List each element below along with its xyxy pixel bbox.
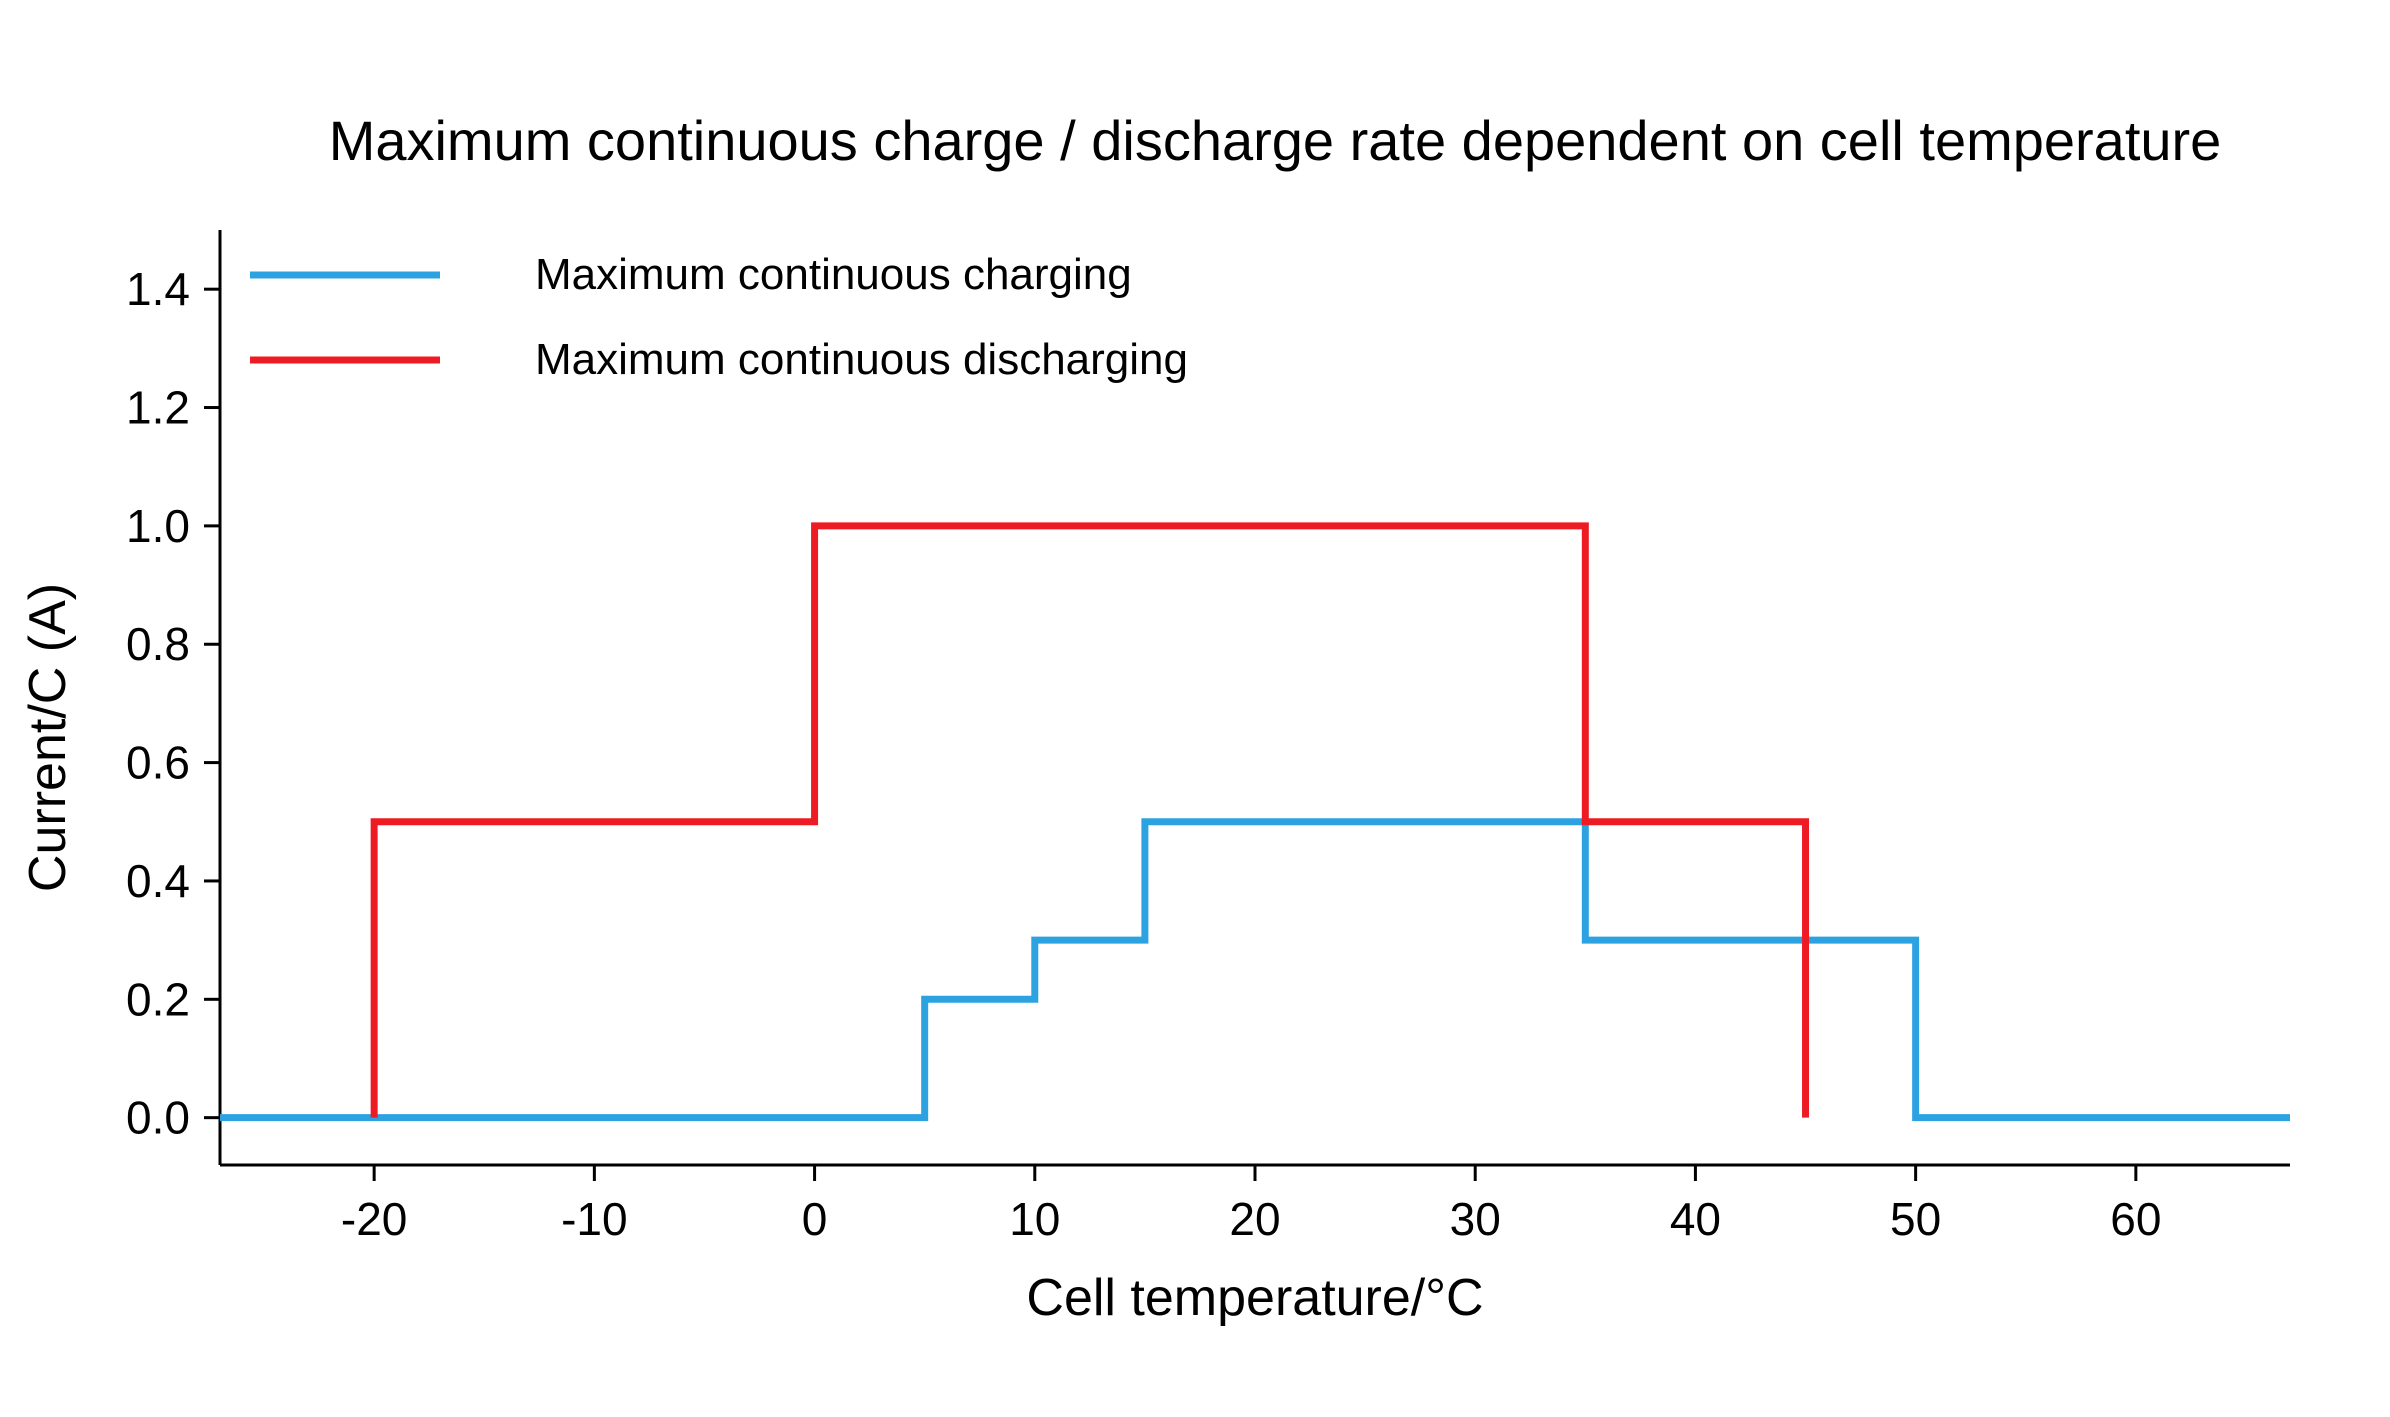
x-tick-label: 0 [802,1193,828,1245]
series-line-1 [374,526,1805,1118]
legend-label-1: Maximum continuous discharging [535,335,1188,384]
y-tick-label: 0.0 [126,1092,190,1144]
y-tick-label: 1.4 [126,263,190,315]
y-tick-label: 0.2 [126,973,190,1025]
chart-title: Maximum continuous charge / discharge ra… [329,109,2222,172]
series-line-0 [220,822,2290,1118]
x-tick-label: 20 [1229,1193,1280,1245]
x-tick-label: 50 [1890,1193,1941,1245]
chart-svg: Maximum continuous charge / discharge ra… [0,0,2390,1417]
y-tick-label: 1.0 [126,500,190,552]
x-tick-label: 60 [2110,1193,2161,1245]
x-tick-label: -20 [341,1193,407,1245]
y-axis-label: Current/C (A) [19,583,77,892]
x-tick-label: 40 [1670,1193,1721,1245]
y-tick-label: 1.2 [126,382,190,434]
x-tick-label: -10 [561,1193,627,1245]
x-tick-label: 30 [1450,1193,1501,1245]
legend-label-0: Maximum continuous charging [535,250,1132,299]
y-tick-label: 0.8 [126,618,190,670]
x-tick-label: 10 [1009,1193,1060,1245]
x-axis-label: Cell temperature/°C [1026,1269,1483,1327]
y-tick-label: 0.4 [126,855,190,907]
chart-container: Maximum continuous charge / discharge ra… [0,0,2390,1417]
y-tick-label: 0.6 [126,737,190,789]
